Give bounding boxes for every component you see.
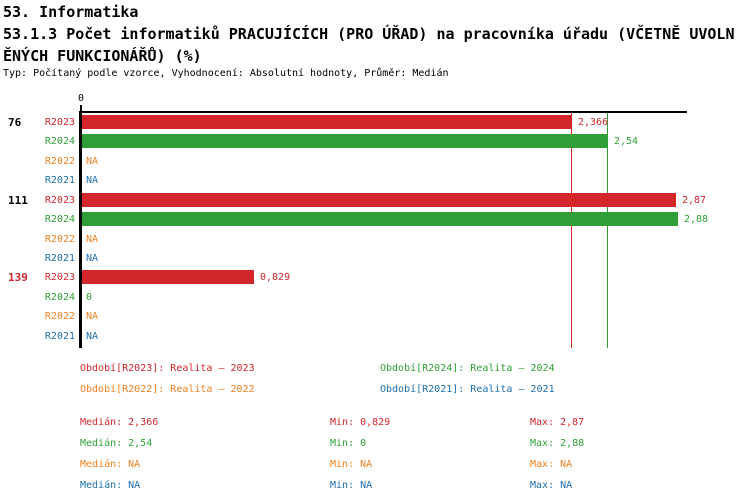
legend-item-r2023: Období[R2023]: Realita – 2023 — [80, 363, 255, 374]
row-series-label: R2024 — [44, 214, 75, 225]
stat-min-r2021: Min: NA — [330, 480, 373, 491]
row-series-label: R2022 — [44, 234, 75, 245]
group-label: 111 — [8, 194, 28, 207]
bar-value-label: 2,366 — [578, 117, 609, 128]
bar-value-label: 2,87 — [682, 195, 707, 206]
group-label: 76 — [8, 116, 22, 129]
row-series-label: R2021 — [44, 253, 75, 264]
bar-value-label: NA — [86, 234, 99, 245]
row-series-label: R2022 — [44, 311, 75, 322]
bar-r2024 — [82, 212, 678, 226]
bar-r2023 — [82, 270, 254, 284]
row-series-label: R2023 — [44, 272, 75, 283]
row-series-label: R2023 — [44, 117, 75, 128]
report-indicator-title-line1: 53.1.3 Počet informatiků PRACUJÍCÍCH (PR… — [3, 25, 735, 43]
stat-median-r2024: Medián: 2,54 — [80, 438, 153, 449]
stat-min-r2022: Min: NA — [330, 459, 373, 470]
stat-min-r2023: Min: 0,829 — [330, 417, 391, 428]
median-line-r2023 — [571, 113, 572, 348]
stat-median-r2023: Medián: 2,366 — [80, 417, 159, 428]
bar-r2023 — [82, 115, 572, 129]
bar-value-label: 2,88 — [684, 214, 709, 225]
stat-max-r2023: Max: 2,87 — [530, 417, 585, 428]
row-series-label: R2022 — [44, 156, 75, 167]
bar-value-label: NA — [86, 253, 99, 264]
stat-max-r2021: Max: NA — [530, 480, 573, 491]
group-label: 139 — [8, 271, 28, 284]
median-line-r2024 — [607, 113, 608, 348]
row-series-label: R2024 — [44, 292, 75, 303]
report-indicator-title-line2: ĚNÝCH FUNKCIONÁŘŮ) (%) — [3, 47, 202, 65]
bar-r2024 — [82, 134, 608, 148]
legend-item-r2024: Období[R2024]: Realita – 2024 — [380, 363, 555, 374]
bar-value-label: NA — [86, 311, 99, 322]
legend-item-r2022: Období[R2022]: Realita – 2022 — [80, 384, 255, 395]
bar-value-label: 0 — [86, 292, 93, 303]
row-series-label: R2023 — [44, 195, 75, 206]
stat-max-r2022: Max: NA — [530, 459, 573, 470]
x-axis-origin-label: 0 — [77, 93, 85, 104]
x-axis-line — [79, 111, 687, 113]
bar-r2023 — [82, 193, 676, 207]
x-axis-tick — [80, 105, 82, 112]
stat-max-r2024: Max: 2,88 — [530, 438, 585, 449]
bar-value-label: NA — [86, 331, 99, 342]
bar-value-label: 0,829 — [260, 272, 291, 283]
legend-item-r2021: Období[R2021]: Realita – 2021 — [380, 384, 555, 395]
bar-value-label: NA — [86, 156, 99, 167]
bar-value-label: NA — [86, 175, 99, 186]
row-series-label: R2024 — [44, 136, 75, 147]
bar-value-label: 2,54 — [614, 136, 639, 147]
stat-median-r2022: Medián: NA — [80, 459, 141, 470]
report-section-title: 53. Informatika — [3, 3, 139, 21]
stat-min-r2024: Min: 0 — [330, 438, 367, 449]
y-axis-line — [79, 111, 82, 348]
stat-median-r2021: Medián: NA — [80, 480, 141, 491]
report-meta-line: Typ: Počítaný podle vzorce, Vyhodnocení:… — [3, 68, 449, 79]
row-series-label: R2021 — [44, 331, 75, 342]
row-series-label: R2021 — [44, 175, 75, 186]
